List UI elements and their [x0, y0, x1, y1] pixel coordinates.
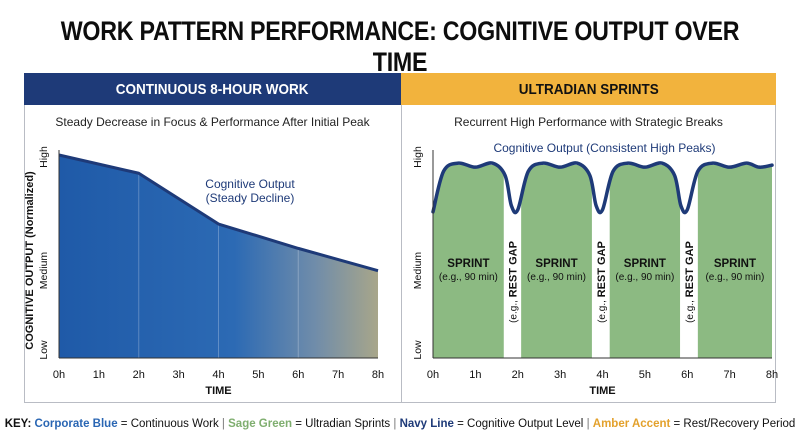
legend-term-navy-line: Navy Line	[399, 418, 454, 430]
legend-desc-output: = Cognitive Output Level	[453, 418, 584, 430]
left-output-area	[59, 155, 378, 358]
legend-term-amber-accent: Amber Accent	[592, 418, 671, 430]
legend-desc-rest: = Rest/Recovery Period	[670, 418, 796, 430]
left-y-axis-title: COGNITIVE OUTPUT (Normalized)	[24, 171, 36, 350]
left-annotation-line: (Steady Decline)	[206, 191, 295, 205]
page-title: WORK PATTERN PERFORMANCE: COGNITIVE OUTP…	[60, 16, 740, 77]
legend-term-corporate-blue: Corporate Blue	[34, 418, 118, 430]
right-series-label: Cognitive Output (Consistent High Peaks)	[493, 141, 715, 155]
rest-gap-label: (e.g., REST GAP	[507, 241, 519, 323]
rest-gap-note: (e.g.,	[685, 297, 696, 323]
left-x-tick-label: 3h	[173, 369, 185, 381]
left-panel-header: CONTINUOUS 8-HOUR WORK	[24, 73, 401, 105]
sprint-block	[521, 165, 592, 358]
right-x-tick-label: 3h	[554, 369, 566, 381]
sprint-block	[433, 165, 504, 358]
right-x-tick-label: 2h	[512, 369, 524, 381]
left-x-tick-label: 1h	[93, 369, 105, 381]
rest-gap-text: (e.g., REST GAP	[596, 241, 608, 323]
left-x-tick-label: 4h	[212, 369, 224, 381]
right-x-tick-label: 1h	[469, 369, 481, 381]
sprint-block	[609, 165, 681, 358]
sprint-label: SPRINT	[447, 258, 489, 270]
left-x-tick-label: 0h	[53, 369, 65, 381]
right-y-tick-label: Medium	[412, 252, 424, 290]
sprint-label: SPRINT	[624, 258, 666, 270]
right-x-tick-label: 5h	[639, 369, 651, 381]
left-y-tick-label: Low	[38, 340, 50, 360]
sprint-block	[697, 165, 772, 358]
sprint-note: (e.g., 90 min)	[527, 272, 586, 283]
sprint-note: (e.g., 90 min)	[439, 272, 498, 283]
legend-key-label: KEY:	[4, 418, 32, 430]
rest-gap-text: (e.g., REST GAP	[684, 241, 696, 323]
right-x-tick-label: 0h	[427, 369, 439, 381]
legend: KEY: Corporate Blue = Continuous Work | …	[4, 418, 796, 430]
right-x-tick-label: 7h	[724, 369, 736, 381]
right-above-line-mask	[433, 135, 772, 213]
right-x-tick-label: 4h	[596, 369, 608, 381]
left-x-tick-label: 8h	[372, 369, 384, 381]
rest-gap-title: REST GAP	[596, 241, 608, 297]
rest-gap-label: (e.g., REST GAP	[596, 241, 608, 323]
sprint-note: (e.g., 90 min)	[705, 272, 764, 283]
rest-gap-note: (e.g.,	[508, 297, 519, 323]
left-chart: 0h 1h 2h 3h 4h 5h 6h 7h 8h TIME Low Medium HighCOGNI…	[24, 146, 384, 397]
sprint-label: SPRINT	[535, 258, 577, 270]
left-x-tick-label: 6h	[292, 369, 304, 381]
sprint-note: (e.g., 90 min)	[615, 272, 674, 283]
left-x-tick-label: 5h	[252, 369, 264, 381]
right-chart-subtitle: Recurrent High Performance with Strategi…	[454, 115, 723, 129]
legend-desc-continuous: = Continuous Work	[117, 418, 219, 430]
right-panel-header: ULTRADIAN SPRINTS	[401, 73, 776, 105]
right-panel-header-label: ULTRADIAN SPRINTS	[518, 80, 659, 98]
right-chart: (e.g., REST GAP(e.g., REST GAP(e.g., RES…	[412, 135, 778, 397]
rest-gap-title: REST GAP	[507, 241, 519, 297]
sprint-label: SPRINT	[714, 258, 756, 270]
rest-gap-title: REST GAP	[684, 241, 696, 297]
left-annotation-line: Cognitive Output	[205, 177, 295, 191]
right-x-tick-label: 6h	[681, 369, 693, 381]
left-y-tick-label: High	[38, 146, 50, 168]
rest-gap-note: (e.g.,	[597, 297, 608, 323]
rest-gap-label: (e.g., REST GAP	[684, 241, 696, 323]
rest-gap-text: (e.g., REST GAP	[507, 241, 519, 323]
right-y-tick-label: High	[412, 146, 424, 168]
right-output-line	[431, 161, 774, 215]
right-y-tick-label: Low	[412, 340, 424, 360]
right-x-axis-title: TIME	[589, 385, 615, 397]
legend-term-sage-green: Sage Green	[228, 418, 293, 430]
left-x-axis-title: TIME	[205, 385, 231, 397]
left-x-tick-label: 7h	[332, 369, 344, 381]
left-x-tick-label: 2h	[133, 369, 145, 381]
left-panel-header-label: CONTINUOUS 8-HOUR WORK	[116, 80, 309, 98]
legend-desc-sprints: = Ultradian Sprints	[292, 418, 391, 430]
right-x-tick-label: 8h	[766, 369, 778, 381]
left-chart-subtitle: Steady Decrease in Focus & Performance A…	[55, 115, 370, 129]
left-y-tick-label: Medium	[38, 252, 50, 290]
